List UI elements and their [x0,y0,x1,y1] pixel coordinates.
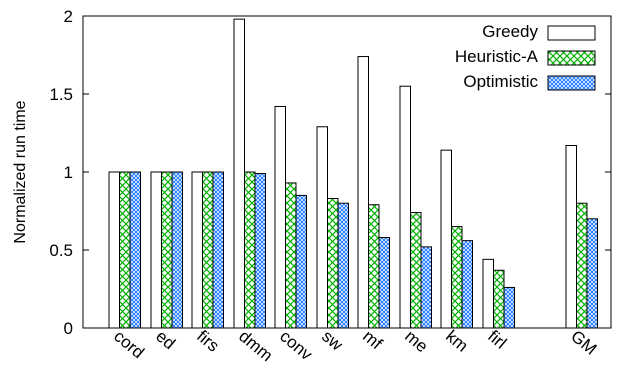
y-axis-title: Normalized run time [12,100,29,243]
legend-label-greedy: Greedy [482,22,538,41]
bar-heuristic-a-dmm [244,171,256,329]
x-tick-label-gm: GM [567,327,600,359]
bar-heuristic-a-sw [327,198,339,329]
bar-optimistic-mf [378,237,390,329]
bar-optimistic-gm [586,218,598,329]
x-tick-label-firl: firl [484,327,510,353]
plot-frame [82,15,612,329]
bar-heuristic-a-me [410,212,422,329]
legend-label-heuristic-a: Heuristic-A [455,47,539,66]
legend-swatch-heuristic-a [547,50,596,66]
bar-optimistic-cord [129,171,141,329]
bar-optimistic-me [420,246,432,329]
x-tick-label-firs: firs [193,327,223,356]
bar-greedy-cord [108,171,120,329]
bar-heuristic-a-firl [493,269,505,329]
y-tick-label: 1.5 [49,85,73,104]
legend-swatch-greedy [547,25,596,41]
x-tick-label-mf: mf [359,327,386,354]
bar-heuristic-a-conv [285,182,297,329]
bar-optimistic-ed [171,171,183,329]
bar-greedy-conv [274,105,286,329]
bar-optimistic-km [461,240,473,329]
y-tick-label: 0.5 [49,241,73,260]
x-tick-label-dmm: dmm [235,327,276,366]
bar-optimistic-conv [295,194,307,329]
bar-heuristic-a-km [451,226,463,329]
legend: Greedy Heuristic-A Optimistic [455,22,596,91]
bar-heuristic-a-firs [202,171,214,329]
bars-group [108,18,598,329]
y-tick-label: 0 [64,319,73,338]
x-tick-label-me: me [401,327,431,357]
bar-greedy-sw [316,126,328,329]
bar-heuristic-a-cord [119,171,131,329]
y-tick-label: 1 [64,163,73,182]
bar-greedy-ed [150,171,162,329]
bar-heuristic-a-mf [368,204,380,329]
bar-greedy-mf [357,56,369,329]
bar-greedy-firl [482,258,494,329]
bar-greedy-km [440,149,452,329]
bar-greedy-me [399,85,411,329]
x-tick-label-ed: ed [152,327,179,354]
bar-greedy-dmm [233,18,245,329]
x-tick-label-conv: conv [276,327,316,365]
bar-greedy-gm [565,144,577,329]
x-tick-label-cord: cord [110,327,148,363]
bar-greedy-firs [191,171,203,329]
legend-label-optimistic: Optimistic [463,72,538,91]
x-tick-label-sw: sw [318,327,347,355]
bar-optimistic-firl [503,286,515,329]
bar-optimistic-sw [337,202,349,329]
bar-optimistic-firs [212,171,224,329]
bar-optimistic-dmm [254,173,266,329]
legend-swatch-optimistic [547,75,596,91]
x-tick-label-km: km [442,327,472,356]
bar-heuristic-a-gm [576,202,588,329]
y-tick-label: 2 [64,7,73,26]
bar-heuristic-a-ed [161,171,173,329]
